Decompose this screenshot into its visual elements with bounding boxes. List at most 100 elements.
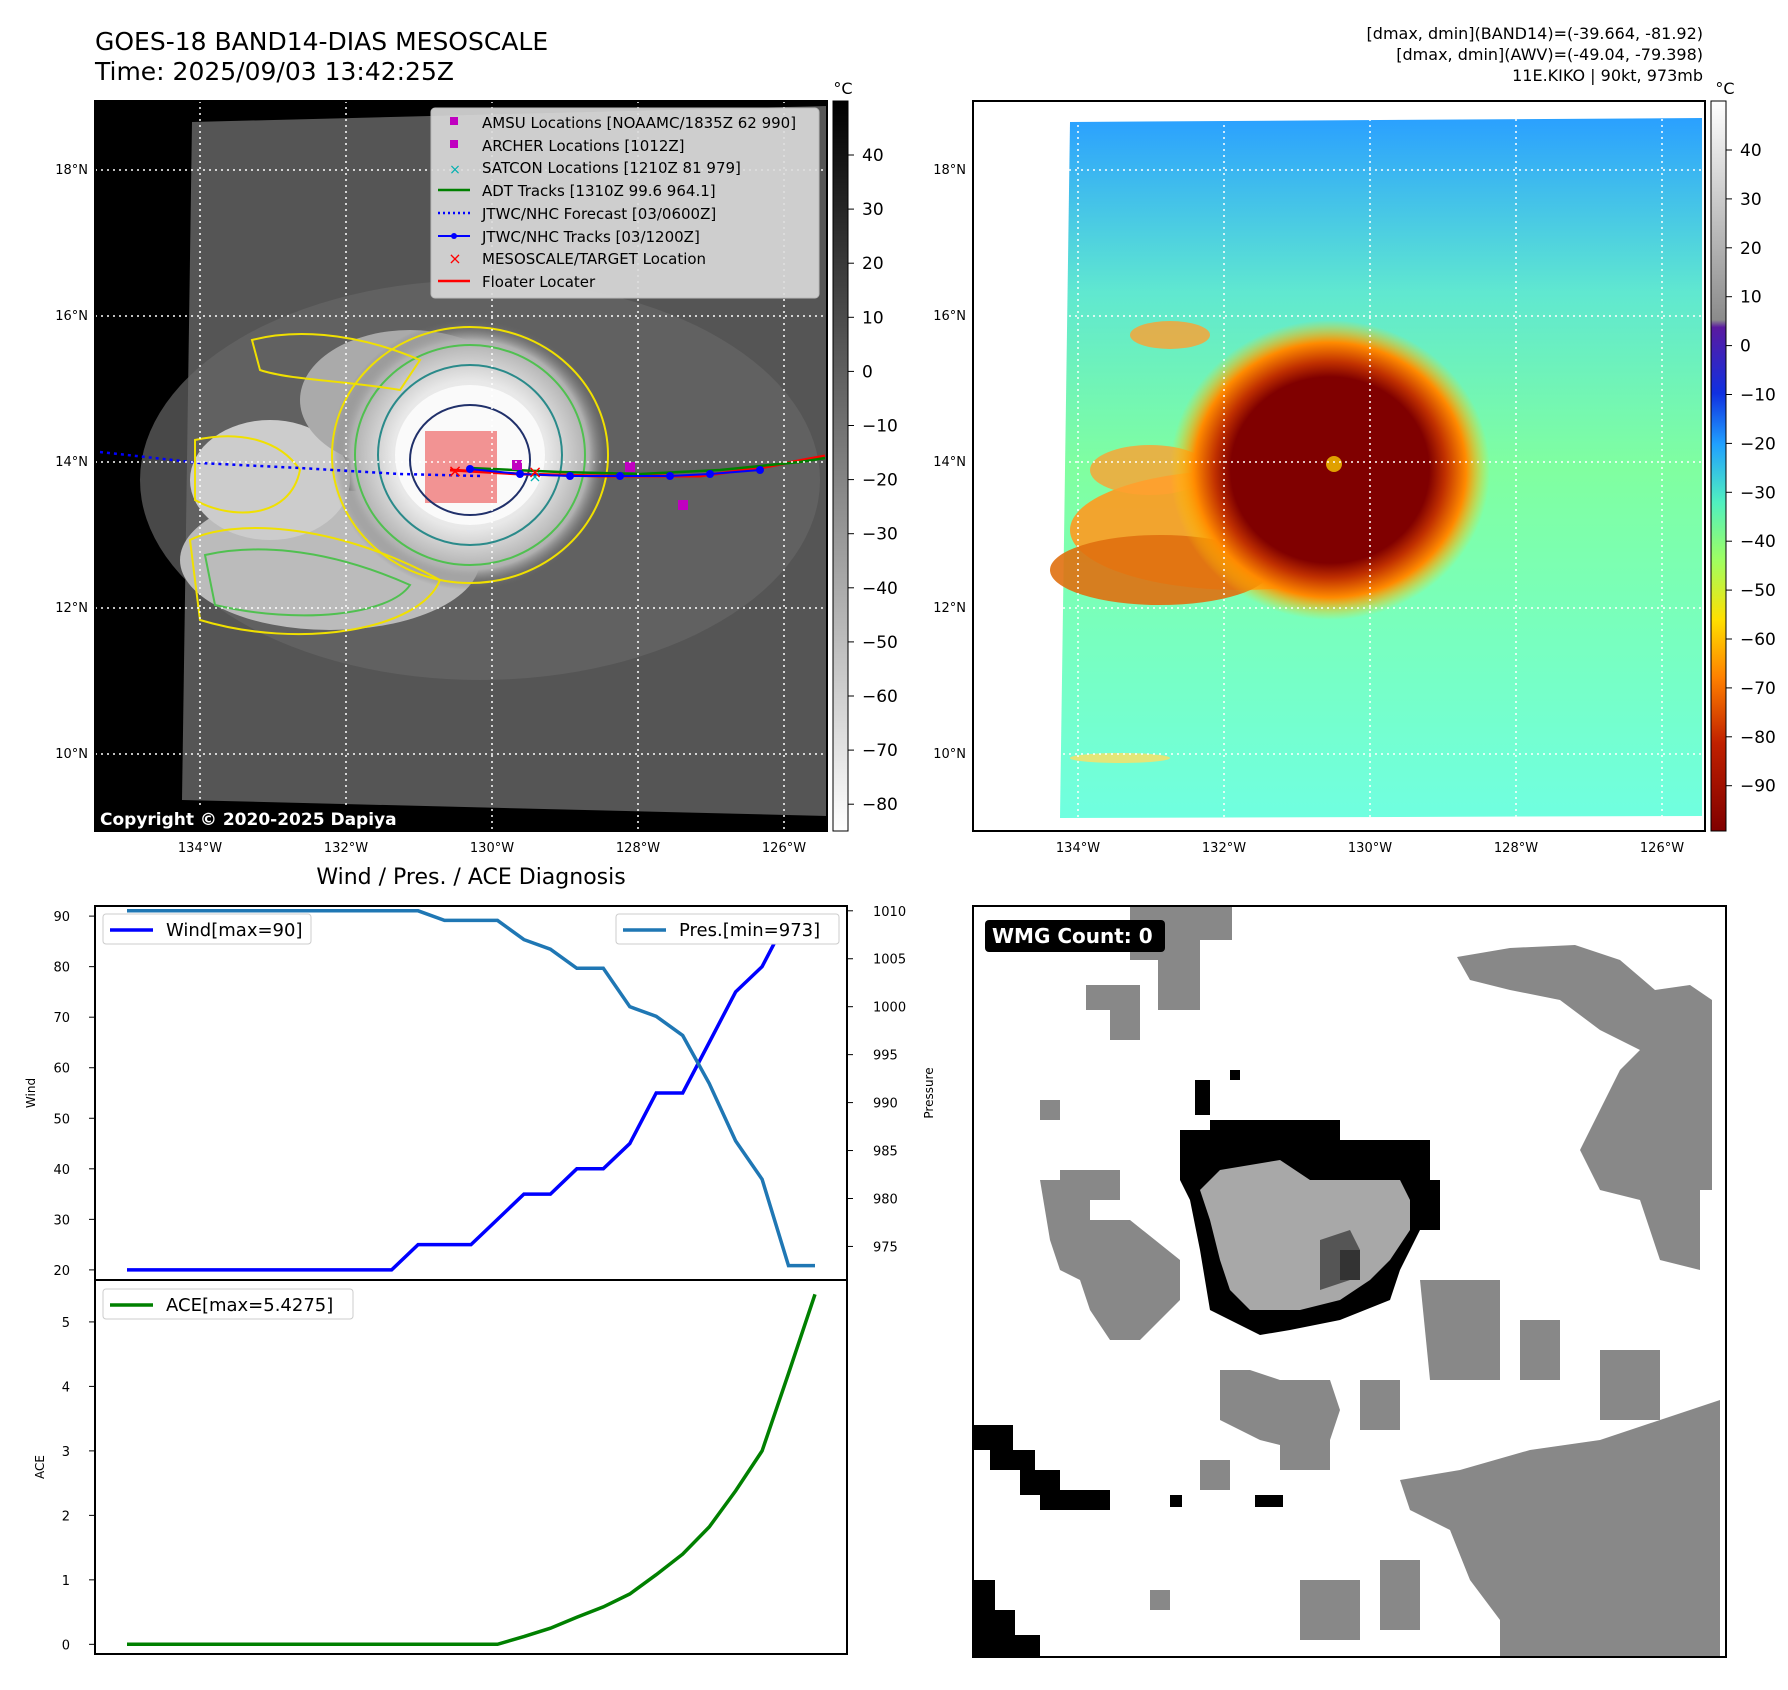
ace-legend-label: ACE[max=5.4275] [166, 1295, 333, 1316]
awv-colorbar-tick-label: −80 [1740, 728, 1776, 748]
awv-colorbar-tick-label: 30 [1740, 190, 1762, 210]
pressure-axis-label: Pressure [922, 1067, 936, 1118]
awv-colorbar-tick-label: 10 [1740, 288, 1762, 308]
wmg-panel: WMG Count: 0 [972, 905, 1727, 1658]
wind-legend-label: Wind[max=90] [166, 920, 303, 941]
figure-title: GOES-18 BAND14-DIAS MESOSCALE [95, 27, 548, 56]
pressure-axis-tick-label: 980 [873, 1192, 898, 1207]
ace-axis-tick-label: 1 [62, 1574, 70, 1589]
svg-text:×: × [449, 162, 461, 178]
pressure-series-line [127, 909, 815, 1268]
svg-text:×: × [527, 462, 542, 483]
satellite-colorbar-tick-label: −50 [862, 633, 898, 653]
awv-lat-14: 14°N [933, 455, 966, 470]
ace-axis-tick-label: 4 [62, 1380, 70, 1395]
lat-label-18: 18°N [55, 163, 88, 178]
satellite-colorbar-tick-label: −80 [862, 795, 898, 815]
awv-colorbar-tick-label: −90 [1740, 777, 1776, 797]
lat-label-12: 12°N [55, 601, 88, 616]
satellite-legend: × × AMSU Locations [NOAAMC/1835Z 62 990]… [430, 107, 820, 299]
satellite-colorbar-tick-label: −10 [862, 417, 898, 437]
satellite-colorbar-tick-label: −60 [862, 687, 898, 707]
svg-text:×: × [448, 249, 461, 268]
wind-series-line [127, 914, 815, 1272]
wind-axis-tick-label: 70 [53, 1011, 70, 1026]
copyright-text: Copyright © 2020-2025 Dapiya [100, 810, 397, 830]
awv-lon-132: 132°W [1202, 841, 1246, 856]
awv-panel: 134°W 132°W 130°W 128°W 126°W 18°N 16°N … [933, 100, 1706, 856]
wind-axis-tick-label: 80 [53, 961, 70, 976]
wind-axis-tick-label: 40 [53, 1163, 70, 1178]
pressure-legend-label: Pres.[min=973] [679, 920, 820, 941]
awv-colorbar-tick-label: 0 [1740, 337, 1751, 357]
ace-chart: 0 1 2 3 4 5 ACE ACE[max=5.4275] [33, 1279, 848, 1655]
satellite-panel: × × × Copyright © 2020-2025 Dapiya × × [55, 100, 828, 856]
legend-satcon: SATCON Locations [1210Z 81 979] [482, 159, 741, 177]
lat-label-10: 10°N [55, 747, 88, 762]
lat-label-16: 16°N [55, 309, 88, 324]
satellite-colorbar-tick-label: 10 [862, 308, 884, 328]
satellite-colorbar-tick-label: 0 [862, 362, 873, 382]
awv-lat-16: 16°N [933, 309, 966, 324]
wind-axis-tick-label: 30 [53, 1213, 70, 1228]
legend-target: MESOSCALE/TARGET Location [482, 250, 706, 268]
satellite-colorbar-tick-label: 40 [862, 146, 884, 166]
diagnosis-title: Wind / Pres. / ACE Diagnosis [316, 865, 625, 890]
wind-axis-tick-label: 60 [53, 1062, 70, 1077]
pressure-axis-tick-label: 1010 [873, 905, 906, 920]
wind-axis-label: Wind [24, 1078, 38, 1108]
figure-time: Time: 2025/09/03 13:42:25Z [94, 57, 454, 86]
awv-lon-126: 126°W [1640, 841, 1684, 856]
awv-colorbar-tick-label: −70 [1740, 679, 1776, 699]
wmg-count-badge: WMG Count: 0 [992, 924, 1153, 948]
wind-axis-tick-label: 90 [53, 910, 70, 925]
awv-colorbar-tick-label: −60 [1740, 630, 1776, 650]
ace-axis-tick-label: 5 [62, 1316, 70, 1331]
wind-axis-tick-label: 50 [53, 1112, 70, 1127]
awv-colorbar: °C 40 30 20 10 0 −10 −20 −30 −40 −50 −60 −70 −80 −90 [1710, 79, 1776, 832]
awv-colorbar-tick-label: 40 [1740, 141, 1762, 161]
legend-jtwc: JTWC/NHC Tracks [03/1200Z] [481, 228, 700, 246]
pressure-axis-tick-label: 995 [873, 1049, 898, 1064]
info-band14: [dmax, dmin](BAND14)=(-39.664, -81.92) [1367, 24, 1703, 43]
lon-label-134: 134°W [178, 841, 222, 856]
pressure-legend: Pres.[min=973] [615, 913, 840, 945]
svg-text:×: × [447, 461, 462, 482]
awv-lon-128: 128°W [1494, 841, 1538, 856]
svg-text:×: × [528, 467, 541, 486]
ace-axis-tick-label: 2 [62, 1509, 70, 1524]
lon-label-130: 130°W [470, 841, 514, 856]
satellite-colorbar-tick-label: 30 [862, 200, 884, 220]
awv-colorbar-tick-label: −50 [1740, 581, 1776, 601]
colorbar-unit: °C [833, 79, 852, 98]
ace-series-line [127, 1293, 817, 1647]
awv-lat-12: 12°N [933, 601, 966, 616]
satellite-colorbar: °C 40 30 20 10 0 −10 −20 −30 −40 −50 −60 −70 −80 [832, 79, 898, 832]
awv-colorbar-tick-label: −40 [1740, 532, 1776, 552]
ace-axis-tick-label: 0 [62, 1638, 70, 1653]
ace-legend: ACE[max=5.4275] [102, 1288, 354, 1320]
pressure-axis-tick-label: 1000 [873, 1001, 906, 1016]
satellite-colorbar-tick-label: −40 [862, 579, 898, 599]
floater-box [425, 431, 497, 503]
satellite-colorbar-tick-label: 20 [862, 254, 884, 274]
pressure-axis-tick-label: 975 [873, 1240, 898, 1255]
awv-lon-134: 134°W [1056, 841, 1100, 856]
awv-lat-18: 18°N [933, 163, 966, 178]
ace-axis-tick-label: 3 [62, 1445, 70, 1460]
wind-axis-tick-label: 20 [53, 1264, 70, 1279]
pressure-axis-tick-label: 985 [873, 1145, 898, 1160]
legend-archer: ARCHER Locations [1012Z] [482, 137, 685, 155]
ace-axis-label: ACE [33, 1455, 47, 1479]
awv-lat-10: 10°N [933, 747, 966, 762]
legend-forecast: JTWC/NHC Forecast [03/0600Z] [481, 205, 716, 223]
awv-lon-130: 130°W [1348, 841, 1392, 856]
pressure-axis-tick-label: 1005 [873, 953, 906, 968]
legend-floater: Floater Locater [482, 273, 596, 291]
satellite-colorbar-tick-label: −30 [862, 525, 898, 545]
awv-colorbar-tick-label: −20 [1740, 434, 1776, 454]
lon-label-132: 132°W [324, 841, 368, 856]
awv-colorbar-tick-label: 20 [1740, 239, 1762, 259]
lon-label-126: 126°W [762, 841, 806, 856]
